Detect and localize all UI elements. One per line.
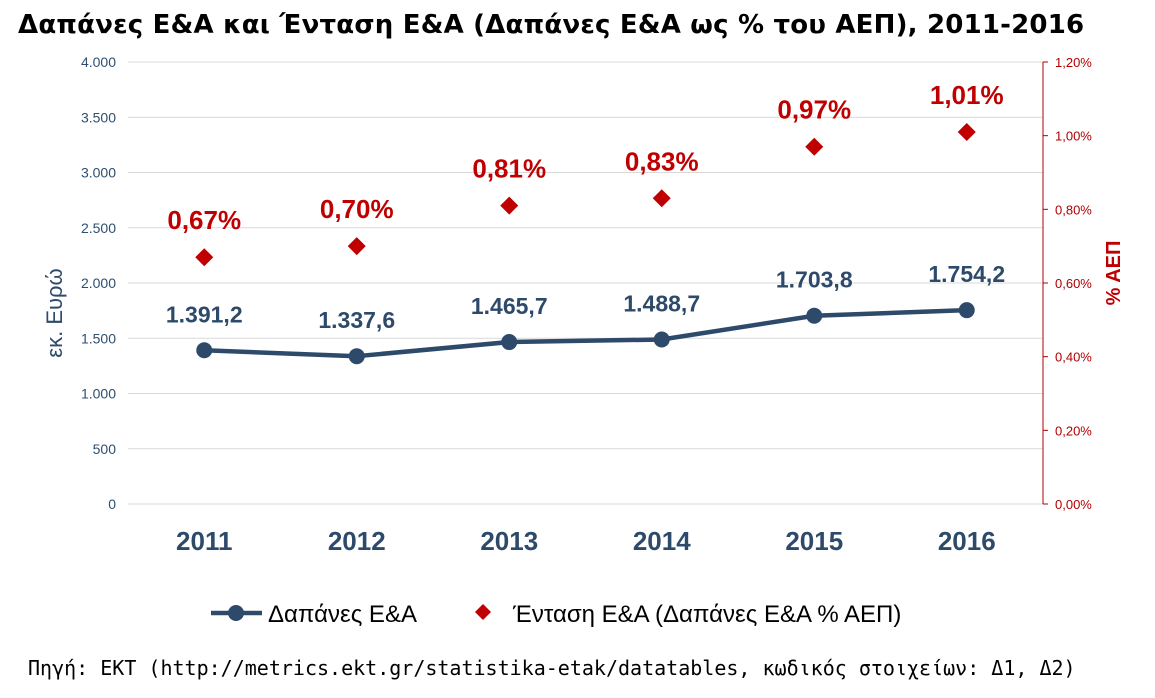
chart-title: Δαπάνες Ε&Α και Ένταση Ε&Α (Δαπάνες Ε&Α …: [18, 10, 1085, 40]
legend-label-intensity: Ένταση Ε&Α (Δαπάνες Ε&Α % ΑΕΠ): [512, 601, 901, 628]
x-tick-label: 2015: [785, 526, 843, 556]
series-intensity-point: [652, 189, 671, 208]
series-spending-data-label: 1.337,6: [318, 307, 395, 333]
right-tick-label: 0,20%: [1055, 423, 1092, 438]
series-intensity-point: [957, 122, 976, 141]
left-axis-label: εκ. Ευρώ: [42, 268, 67, 357]
series-spending-point: [348, 348, 365, 365]
right-tick-label: 0,00%: [1055, 497, 1092, 512]
left-tick-label: 2.000: [81, 275, 116, 291]
series-spending-point: [196, 342, 213, 359]
right-tick-label: 0,40%: [1055, 350, 1092, 365]
series-intensity-point: [500, 196, 519, 215]
right-tick-label: 0,60%: [1055, 276, 1092, 291]
series-spending-data-label: 1.391,2: [166, 301, 243, 327]
series-spending-point: [653, 331, 670, 348]
legend-diamond-marker: [475, 604, 491, 620]
legend: Δαπάνες Ε&Α Ένταση Ε&Α (Δαπάνες Ε&Α % ΑΕ…: [211, 601, 901, 628]
series-intensity-data-label: 0,83%: [625, 146, 699, 176]
right-tick-label: 0,80%: [1055, 202, 1092, 217]
right-tick-label: 1,00%: [1055, 129, 1092, 144]
left-tick-label: 0: [108, 496, 116, 512]
series-spending-point: [806, 307, 823, 324]
left-tick-label: 2.500: [81, 220, 116, 236]
series-spending-point: [958, 302, 975, 319]
series-spending-point: [501, 334, 518, 351]
x-tick-label: 2011: [176, 526, 232, 556]
left-tick-label: 1.000: [81, 386, 116, 402]
right-axis-label: % ΑΕΠ: [1103, 241, 1125, 306]
series-intensity-data-label: 0,67%: [167, 205, 241, 235]
x-axis-ticks: 2011 2012 2013 2014 2015 2016: [176, 526, 996, 556]
series-spending-data-label: 1.754,2: [928, 261, 1005, 287]
series-intensity-data-label: 0,97%: [777, 95, 851, 125]
x-tick-label: 2012: [328, 526, 386, 556]
series-intensity: 0,67% 0,70% 0,81% 0,83% 0,97% 1,01%: [167, 80, 1004, 267]
series-intensity-point: [195, 248, 214, 267]
left-tick-label: 1.500: [81, 330, 116, 346]
series-spending-data-label: 1.488,7: [623, 290, 700, 316]
series-intensity-data-label: 0,70%: [320, 194, 394, 224]
series-spending-data-label: 1.703,8: [776, 267, 853, 293]
left-tick-label: 3.500: [81, 109, 116, 125]
x-tick-label: 2013: [480, 526, 538, 556]
series-intensity-point: [805, 137, 824, 156]
legend-label-spending: Δαπάνες Ε&Α: [268, 601, 417, 628]
right-tick-label: 1,20%: [1055, 55, 1092, 70]
legend-line-marker: [228, 605, 244, 621]
left-tick-label: 500: [93, 441, 117, 457]
series-intensity-point: [347, 237, 366, 256]
left-tick-label: 3.000: [81, 165, 116, 181]
series-spending: 1.391,2 1.337,6 1.465,7 1.488,7 1.703,8 1.754…: [166, 261, 1005, 365]
gridlines: [128, 61, 1043, 505]
series-intensity-data-label: 1,01%: [930, 80, 1004, 110]
series-spending-data-label: 1.465,7: [471, 293, 548, 319]
x-tick-label: 2016: [938, 526, 996, 556]
right-axis-ticks: 0,00% 0,20% 0,40% 0,60% 0,80% 1,00% 1,20%: [1043, 55, 1092, 512]
series-spending-line: [204, 307, 967, 359]
left-axis-ticks: 0 500 1.000 1.500 2.000 2.500 3.000 3.500 4.000: [81, 54, 116, 512]
left-tick-label: 4.000: [81, 54, 116, 70]
series-intensity-data-label: 0,81%: [472, 154, 546, 184]
source-note: Πηγή: ΕΚΤ (http://metrics.ekt.gr/statist…: [28, 656, 1076, 680]
x-tick-label: 2014: [633, 526, 691, 556]
